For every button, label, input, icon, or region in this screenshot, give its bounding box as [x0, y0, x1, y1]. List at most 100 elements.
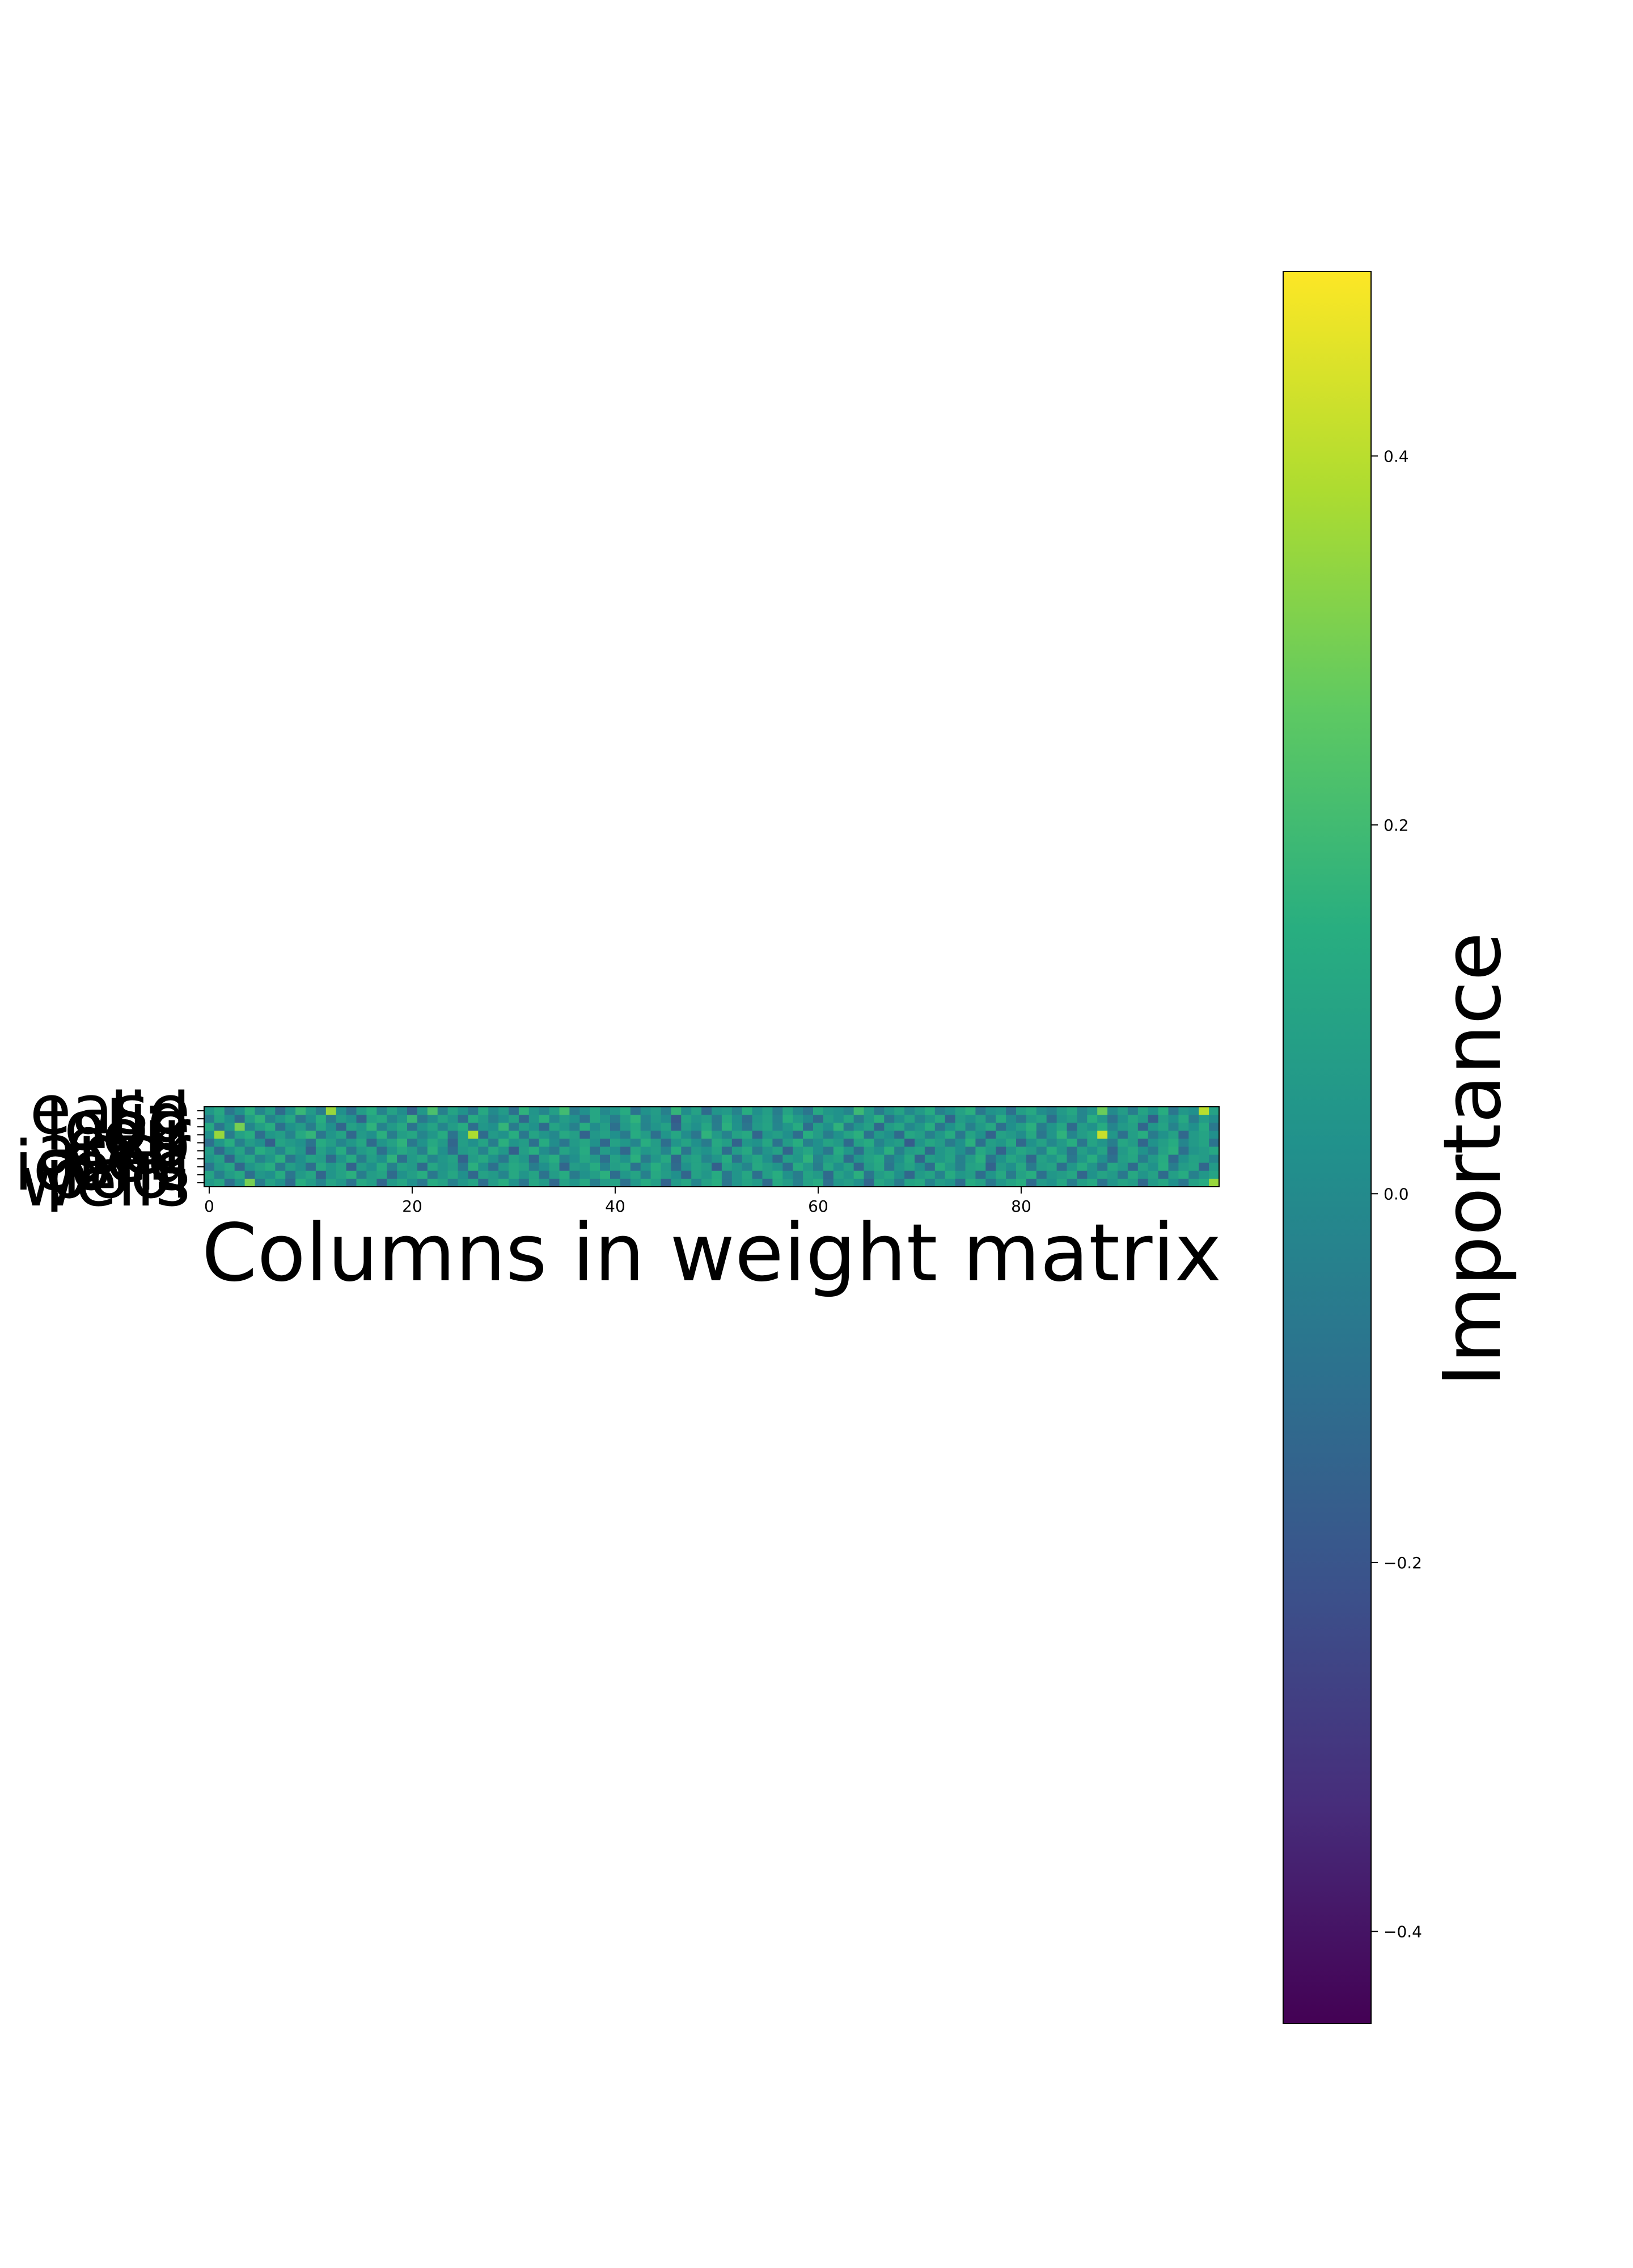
- heatmap-cell: [498, 1178, 509, 1187]
- heatmap-cell: [996, 1123, 1006, 1131]
- heatmap-cell: [874, 1107, 885, 1115]
- heatmap-cell: [721, 1107, 733, 1115]
- heatmap-cell: [306, 1139, 316, 1148]
- heatmap-cell: [518, 1107, 530, 1115]
- heatmap-cell: [610, 1170, 621, 1179]
- heatmap-cell: [325, 1170, 337, 1179]
- heatmap-cell: [833, 1146, 844, 1156]
- heatmap-cell: [295, 1107, 306, 1115]
- heatmap-cell: [518, 1162, 530, 1171]
- heatmap-cell: [742, 1178, 753, 1187]
- heatmap-cell: [894, 1115, 905, 1123]
- heatmap-cell: [1137, 1115, 1149, 1123]
- heatmap-cell: [397, 1146, 408, 1156]
- heatmap-cell: [1067, 1139, 1077, 1148]
- heatmap-cell: [559, 1154, 570, 1163]
- heatmap-cell: [600, 1154, 611, 1163]
- heatmap-cell: [620, 1170, 631, 1179]
- heatmap-cell: [915, 1139, 925, 1148]
- heatmap-cell: [904, 1123, 915, 1131]
- heatmap-cell: [691, 1115, 702, 1123]
- heatmap-cell: [661, 1178, 671, 1187]
- heatmap-cell: [894, 1107, 905, 1115]
- heatmap-cell: [975, 1139, 986, 1148]
- heatmap-cell: [853, 1170, 865, 1179]
- heatmap-cell: [965, 1107, 976, 1115]
- heatmap-cell: [295, 1123, 306, 1131]
- heatmap-cell: [498, 1146, 509, 1156]
- heatmap-cell: [1137, 1139, 1149, 1148]
- heatmap-cell: [752, 1162, 763, 1171]
- heatmap-cell: [731, 1139, 743, 1148]
- heatmap-cell: [793, 1162, 803, 1171]
- heatmap-cell: [478, 1162, 489, 1171]
- heatmap-cell: [934, 1170, 946, 1179]
- heatmap-cell: [640, 1162, 651, 1171]
- heatmap-cell: [1016, 1139, 1027, 1148]
- heatmap-cell: [600, 1178, 611, 1187]
- heatmap-cell: [366, 1146, 377, 1156]
- heatmap-cell: [204, 1131, 215, 1139]
- heatmap-cell: [996, 1162, 1006, 1171]
- heatmap-cell: [1046, 1123, 1057, 1131]
- heatmap-cell: [650, 1154, 662, 1163]
- heatmap-cell: [509, 1115, 519, 1123]
- heatmap-cell: [387, 1107, 397, 1115]
- heatmap-cell: [275, 1139, 286, 1148]
- heatmap-cell: [610, 1107, 621, 1115]
- heatmap-cell: [306, 1178, 316, 1187]
- heatmap-cell: [590, 1146, 600, 1156]
- heatmap-cell: [864, 1170, 874, 1179]
- heatmap-cell: [1107, 1154, 1118, 1163]
- heatmap-cell: [346, 1131, 357, 1139]
- heatmap-cell: [579, 1146, 590, 1156]
- heatmap-cell: [985, 1146, 996, 1156]
- heatmap-cell: [1178, 1170, 1189, 1179]
- heatmap-cell: [458, 1146, 468, 1156]
- heatmap-cell: [731, 1162, 743, 1171]
- heatmap-cell: [417, 1123, 428, 1131]
- heatmap-cell: [1077, 1107, 1088, 1115]
- heatmap-cell: [397, 1123, 408, 1131]
- heatmap-cell: [346, 1170, 357, 1179]
- heatmap-cell: [559, 1107, 570, 1115]
- heatmap-cell: [752, 1139, 763, 1148]
- heatmap-cell: [904, 1162, 915, 1171]
- heatmap-cell: [640, 1178, 651, 1187]
- heatmap-cell: [1107, 1162, 1118, 1171]
- heatmap-cell: [295, 1115, 306, 1123]
- heatmap-cell: [1199, 1178, 1209, 1187]
- heatmap-cell: [1118, 1154, 1128, 1163]
- heatmap-cell: [1056, 1170, 1068, 1179]
- heatmap-cell: [1006, 1170, 1017, 1179]
- heatmap-cell: [478, 1146, 489, 1156]
- heatmap-cell: [671, 1178, 682, 1187]
- heatmap-cell: [904, 1170, 915, 1179]
- heatmap-cell: [518, 1154, 530, 1163]
- heatmap-cell: [864, 1154, 874, 1163]
- heatmap-cell: [691, 1107, 702, 1115]
- heatmap-cell: [1127, 1170, 1139, 1179]
- y-tick-label: ease: [29, 1071, 191, 1150]
- heatmap-cell: [539, 1178, 550, 1187]
- heatmap-cell: [752, 1107, 763, 1115]
- heatmap-cell: [630, 1162, 641, 1171]
- heatmap-cell: [762, 1131, 773, 1139]
- heatmap-cell: [590, 1178, 600, 1187]
- heatmap-cell: [1036, 1115, 1047, 1123]
- heatmap-cell: [742, 1139, 753, 1148]
- heatmap-cell: [509, 1131, 519, 1139]
- heatmap-cell: [864, 1107, 874, 1115]
- heatmap-cell: [793, 1107, 803, 1115]
- heatmap-cell: [1188, 1139, 1199, 1148]
- heatmap-cell: [346, 1146, 357, 1156]
- heatmap-cell: [742, 1154, 753, 1163]
- heatmap-cell: [721, 1115, 733, 1123]
- heatmap-cell: [1077, 1115, 1088, 1123]
- heatmap-cell: [620, 1107, 631, 1115]
- heatmap-cell: [975, 1146, 986, 1156]
- heatmap-cell: [782, 1107, 793, 1115]
- heatmap-cell: [1118, 1139, 1128, 1148]
- heatmap-cell: [894, 1131, 905, 1139]
- heatmap-cell: [1199, 1131, 1209, 1139]
